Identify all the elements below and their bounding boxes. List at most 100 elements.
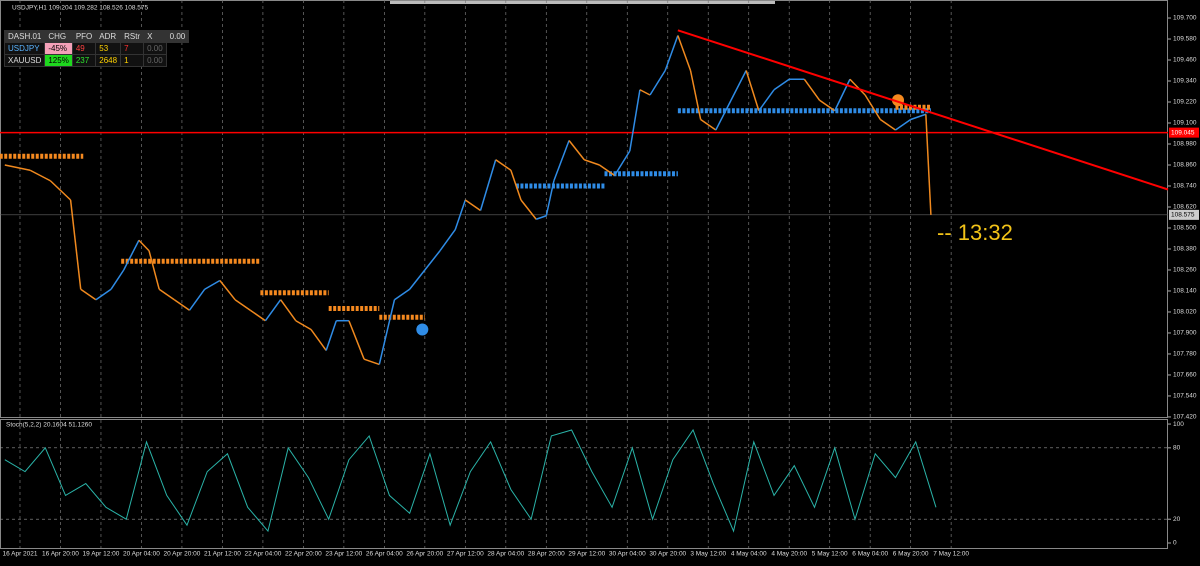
y-tick-label: 107.540 <box>1173 393 1197 400</box>
y-tick-label: 109.340 <box>1173 78 1197 85</box>
price-label: 108.575 <box>1171 212 1195 219</box>
price-segment <box>773 78 790 91</box>
price-segment <box>148 250 160 290</box>
price-segment <box>454 199 467 230</box>
price-segment <box>439 229 456 252</box>
dash-row: XAUUSD 125% 237 2648 1 0.00 <box>3 54 189 67</box>
price-segment <box>4 164 31 171</box>
dash-cell: 7 <box>120 42 145 55</box>
dash-header-cell: DASH.01 <box>3 30 46 43</box>
y-tick-label: 108.020 <box>1173 309 1197 316</box>
x-tick-label: 4 May 04:00 <box>731 551 767 558</box>
price-segment <box>295 320 312 331</box>
x-tick-label: 16 Apr 2021 <box>2 551 37 558</box>
price-segment <box>249 309 266 322</box>
x-tick-label: 26 Apr 20:00 <box>406 551 443 558</box>
price-segment <box>123 239 140 271</box>
price-segment <box>479 159 497 211</box>
dash-cell: 1 <box>120 54 145 67</box>
header: USDJPY,H1 109.204 109.282 108.526 108.57… <box>12 5 149 12</box>
price-segment <box>553 140 570 182</box>
x-tick-label: 7 May 12:00 <box>933 551 969 558</box>
x-tick-label: 22 Apr 20:00 <box>285 551 322 558</box>
price-segment <box>520 199 537 220</box>
x-tick-label: 28 Apr 20:00 <box>528 551 565 558</box>
price-segment <box>879 118 896 131</box>
dash-cell: 49 <box>71 42 97 55</box>
x-tick-label: 22 Apr 04:00 <box>244 551 281 558</box>
dash-cell: 0.00 <box>143 54 167 67</box>
price-segment <box>495 159 512 171</box>
price-segment <box>464 199 481 212</box>
price-segment <box>110 269 125 290</box>
dash-cell: 237 <box>71 54 97 67</box>
price-segment <box>264 299 282 322</box>
price-segment <box>599 164 616 177</box>
stoch-line <box>4 428 937 533</box>
price-segment <box>173 299 190 311</box>
dashboard: DASH.01 CHG PFO ADR RStr X 0.00 USDJPY -45% 49 53 7… <box>3 30 190 67</box>
price-segment <box>95 288 112 301</box>
y-tick-label: 107.660 <box>1173 372 1197 379</box>
dash-cell: USDJPY <box>3 42 46 55</box>
price-segment <box>613 150 631 176</box>
y-tick-label: 108.860 <box>1173 162 1197 169</box>
price-segment <box>409 269 426 290</box>
x-tick-label: 6 May 20:00 <box>893 551 929 558</box>
x-tick-label: 6 May 04:00 <box>852 551 888 558</box>
price-segment <box>29 169 51 182</box>
dash-cell: XAUUSD <box>3 54 46 67</box>
marker <box>416 323 429 336</box>
price-segment <box>864 94 881 120</box>
price-segment <box>394 288 411 301</box>
price-segment <box>819 99 836 112</box>
x-tick-label: 19 Apr 12:00 <box>83 551 120 558</box>
x-tick-label: 20 Apr 04:00 <box>123 551 160 558</box>
price-segment <box>700 118 717 131</box>
price-segment <box>745 70 760 111</box>
price-segment <box>758 89 775 112</box>
dash-header-cell: PFO <box>71 30 97 43</box>
stoch-tick-label: 0 <box>1173 540 1177 547</box>
y-tick-label: 109.220 <box>1173 99 1197 106</box>
price-segment <box>629 89 641 152</box>
price-segment <box>69 199 82 290</box>
dash-header-cell: X <box>143 30 167 43</box>
price-segment <box>715 99 732 131</box>
price-segment <box>378 299 396 365</box>
x-tick-label: 29 Apr 12:00 <box>568 551 605 558</box>
price-segment <box>730 70 747 101</box>
price-segment <box>363 358 380 366</box>
x-tick-label: 30 Apr 20:00 <box>649 551 686 558</box>
x-tick-label: 20 Apr 20:00 <box>163 551 200 558</box>
dash-cell: -45% <box>44 42 73 55</box>
dash-cell: 2648 <box>95 54 122 67</box>
x-tick-label: 28 Apr 04:00 <box>487 551 524 558</box>
x-tick-label: 4 May 20:00 <box>771 551 807 558</box>
y-tick-label: 107.420 <box>1173 414 1197 421</box>
price-segment <box>584 159 600 166</box>
y-tick-label: 109.100 <box>1173 120 1197 127</box>
dash-header: DASH.01 CHG PFO ADR RStr X 0.00 <box>3 30 190 43</box>
y-tick-label: 108.140 <box>1173 288 1197 295</box>
stoch-tick-label: 80 <box>1173 445 1181 452</box>
scrollbar[interactable] <box>390 0 775 4</box>
y-tick-label: 108.260 <box>1173 267 1197 274</box>
y-tick-label: 108.380 <box>1173 246 1197 253</box>
y-tick-label: 108.620 <box>1173 204 1197 211</box>
price-segment <box>424 250 441 271</box>
stoch-frame <box>0 419 1168 549</box>
price-segment <box>925 114 932 215</box>
price-segment <box>677 35 692 71</box>
price-segment <box>310 329 327 351</box>
trendline <box>677 29 1169 191</box>
price-segment <box>664 35 679 71</box>
price-segment <box>895 118 912 131</box>
price-segment <box>204 279 221 290</box>
stoch-tick-label: 100 <box>1173 421 1184 428</box>
hline-label-bg <box>1169 127 1199 138</box>
y-tick-label: 107.900 <box>1173 330 1197 337</box>
stoch-tick-label: 20 <box>1173 516 1181 523</box>
